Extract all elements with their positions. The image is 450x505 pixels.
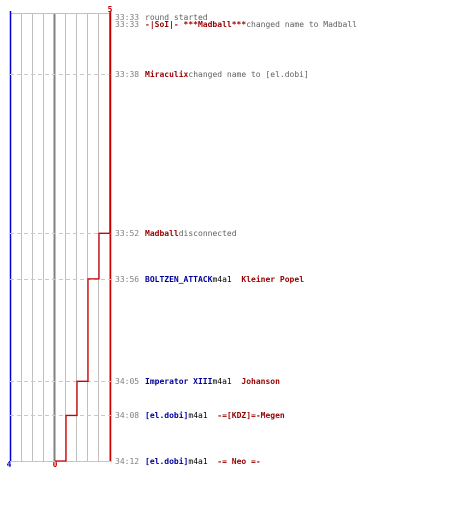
event-text: changed name to [el.dobi]: [188, 70, 308, 79]
weapon-name: m4a1: [212, 275, 231, 284]
event-time: 33:33: [115, 13, 139, 22]
right-axis-top-label: 5: [108, 5, 113, 14]
right-axis-bottom-label: 0: [53, 460, 58, 469]
event-time: 33:52: [115, 229, 139, 238]
player-name-blue: BOLTZEN_ATTACK: [145, 275, 213, 284]
left-axis-bottom-label: 4: [7, 460, 12, 469]
player-name-red: -=[KDZ]=-Megen: [217, 411, 285, 420]
event-time: 33:33: [115, 20, 139, 29]
event-text: disconnected: [179, 229, 237, 238]
event-time: 34:05: [115, 377, 139, 386]
player-name-red: Miraculix: [145, 69, 189, 79]
event-time: 33:38: [115, 70, 139, 79]
player-name-blue: [el.dobi]: [145, 456, 188, 466]
grid-lines: [10, 13, 110, 462]
weapon-name: m4a1: [188, 411, 207, 420]
event-text: round started: [145, 13, 208, 22]
score-step-line: [55, 11, 111, 462]
player-name-red: Johanson: [241, 377, 280, 386]
player-name-red: Madball: [145, 229, 179, 238]
player-name-red: -= Neo =-: [217, 457, 260, 466]
event-time: 34:12: [115, 457, 139, 466]
player-name-red: -|SoI|- ***Madball***: [145, 20, 246, 29]
event-time: 34:08: [115, 411, 139, 420]
weapon-name: m4a1: [188, 457, 207, 466]
player-name-red: Kleiner Popel: [241, 274, 304, 284]
event-log: 33:33 round started 33:33 -|SoI|- ***Madbal…: [10, 13, 357, 466]
event-time: 33:56: [115, 275, 139, 284]
weapon-name: m4a1: [212, 377, 231, 386]
event-text: changed name to Madball: [246, 20, 357, 29]
player-name-blue: [el.dobi]: [145, 410, 188, 420]
player-name-blue: Imperator XIII: [145, 377, 213, 386]
